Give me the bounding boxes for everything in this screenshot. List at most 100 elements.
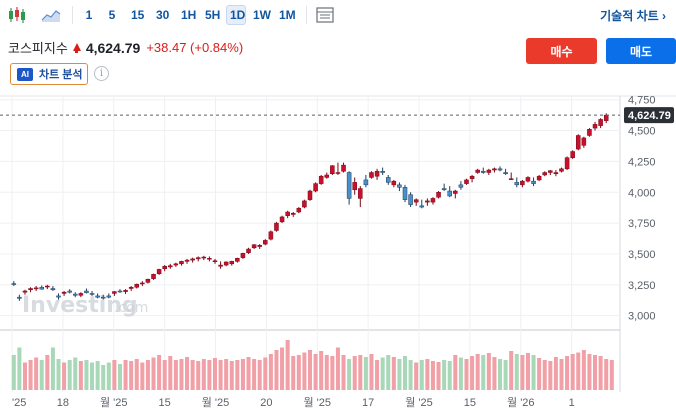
candle-body <box>296 208 302 213</box>
y-tick-label: 4,000 <box>628 187 656 199</box>
candle-body <box>229 261 235 265</box>
candle-body <box>575 135 581 150</box>
volume-bar <box>593 355 598 390</box>
timeframe-1[interactable]: 1 <box>85 8 93 22</box>
candle-body <box>28 288 33 290</box>
candle-body <box>492 168 497 171</box>
timeframe-5h[interactable]: 5H <box>205 8 221 22</box>
candle-body <box>50 288 56 290</box>
sell-button[interactable]: 매도 <box>606 38 676 64</box>
candle-body <box>503 172 508 174</box>
x-tick-label: 17 <box>362 397 374 409</box>
candlestick-type-icon[interactable] <box>6 5 28 25</box>
volume-bar <box>436 362 441 390</box>
volume-bar <box>185 357 190 390</box>
volume-bar <box>380 357 385 390</box>
ai-chart-analysis-button[interactable]: AI 차트 분석 <box>10 63 88 85</box>
volume-bar <box>520 355 525 390</box>
technical-chart-link[interactable]: 기술적 차트 › <box>600 9 666 23</box>
y-tick-label: 4,750 <box>628 95 656 107</box>
candle-body <box>207 258 212 260</box>
timeframe-1d[interactable]: 1D <box>226 5 246 25</box>
candle-body <box>128 287 134 289</box>
candle-body <box>274 222 279 231</box>
candle-body <box>39 287 45 290</box>
volume-bar <box>537 358 542 390</box>
candle-body <box>430 198 436 203</box>
buy-button[interactable]: 매수 <box>526 38 597 64</box>
volume-bar <box>224 359 229 390</box>
candle-body <box>240 253 246 258</box>
candle-body <box>73 293 78 296</box>
volume-bar <box>341 355 346 390</box>
candle-body <box>464 179 469 184</box>
volume-bar <box>179 359 184 390</box>
volume-bar <box>358 355 363 390</box>
y-tick-label: 3,250 <box>628 280 656 292</box>
candle-body <box>257 245 262 247</box>
timeframe-5[interactable]: 5 <box>108 8 116 22</box>
candle-body <box>330 165 335 174</box>
x-tick-label: 월 '25 <box>405 396 433 409</box>
volume-bar <box>123 360 128 390</box>
volume-bar <box>492 357 497 390</box>
volume-bar <box>481 355 486 390</box>
timeframe-30[interactable]: 30 <box>156 8 170 22</box>
timeframe-1w[interactable]: 1W <box>253 8 271 22</box>
volume-bar <box>335 347 340 390</box>
candle-body <box>592 124 598 129</box>
y-tick-label: 4,250 <box>628 156 656 168</box>
volume-bar <box>45 355 50 390</box>
volume-bar <box>207 360 212 390</box>
candle-body <box>358 188 363 199</box>
timeframe-15[interactable]: 15 <box>131 8 145 22</box>
candle-body <box>290 212 296 215</box>
volume-bar <box>106 362 111 390</box>
x-tick-label: 20 <box>260 397 272 409</box>
volume-bar <box>347 359 352 390</box>
volume-bar <box>201 359 206 390</box>
candle-body <box>307 190 313 200</box>
volume-bar <box>324 355 329 390</box>
candle-body <box>548 170 553 173</box>
candle-body <box>447 190 452 197</box>
candle-body <box>162 266 167 270</box>
y-tick-label: 4,500 <box>628 126 656 138</box>
candle-body <box>318 175 324 184</box>
volume-bar <box>391 357 396 390</box>
table-view-icon[interactable] <box>314 5 336 25</box>
candle-body <box>531 180 536 184</box>
volume-bar <box>268 354 273 390</box>
volume-bar <box>576 352 581 390</box>
volume-bar <box>464 359 469 390</box>
candle-body <box>453 190 458 194</box>
volume-bar <box>157 355 162 390</box>
volume-bar <box>22 362 27 390</box>
info-icon[interactable]: i <box>94 66 109 81</box>
candle-body <box>117 290 123 293</box>
investing-watermark-domain: .com <box>114 300 148 316</box>
volume-bar <box>509 351 514 390</box>
volume-bar <box>408 360 413 390</box>
timeframe-1h[interactable]: 1H <box>181 8 197 22</box>
current-price: 4,624.79 <box>85 39 141 56</box>
candle-body <box>195 257 201 260</box>
volume-bar <box>257 360 262 390</box>
timeframe-1m[interactable]: 1M <box>279 8 296 22</box>
volume-bar <box>296 355 301 390</box>
area-chart-type-icon[interactable] <box>40 5 62 25</box>
up-arrow-icon <box>72 42 81 53</box>
volume-bar <box>90 362 95 390</box>
candle-body <box>33 287 39 290</box>
x-tick-label: 월 '25 <box>202 396 230 409</box>
candle-body <box>151 274 156 279</box>
volume-bar <box>503 360 508 390</box>
candle-body <box>480 171 486 173</box>
candle-body <box>251 244 257 249</box>
volume-bar <box>62 362 67 390</box>
volume-bar <box>274 350 279 390</box>
volume-bar <box>397 359 402 390</box>
candle-body <box>413 199 419 203</box>
candle-body <box>22 290 28 293</box>
